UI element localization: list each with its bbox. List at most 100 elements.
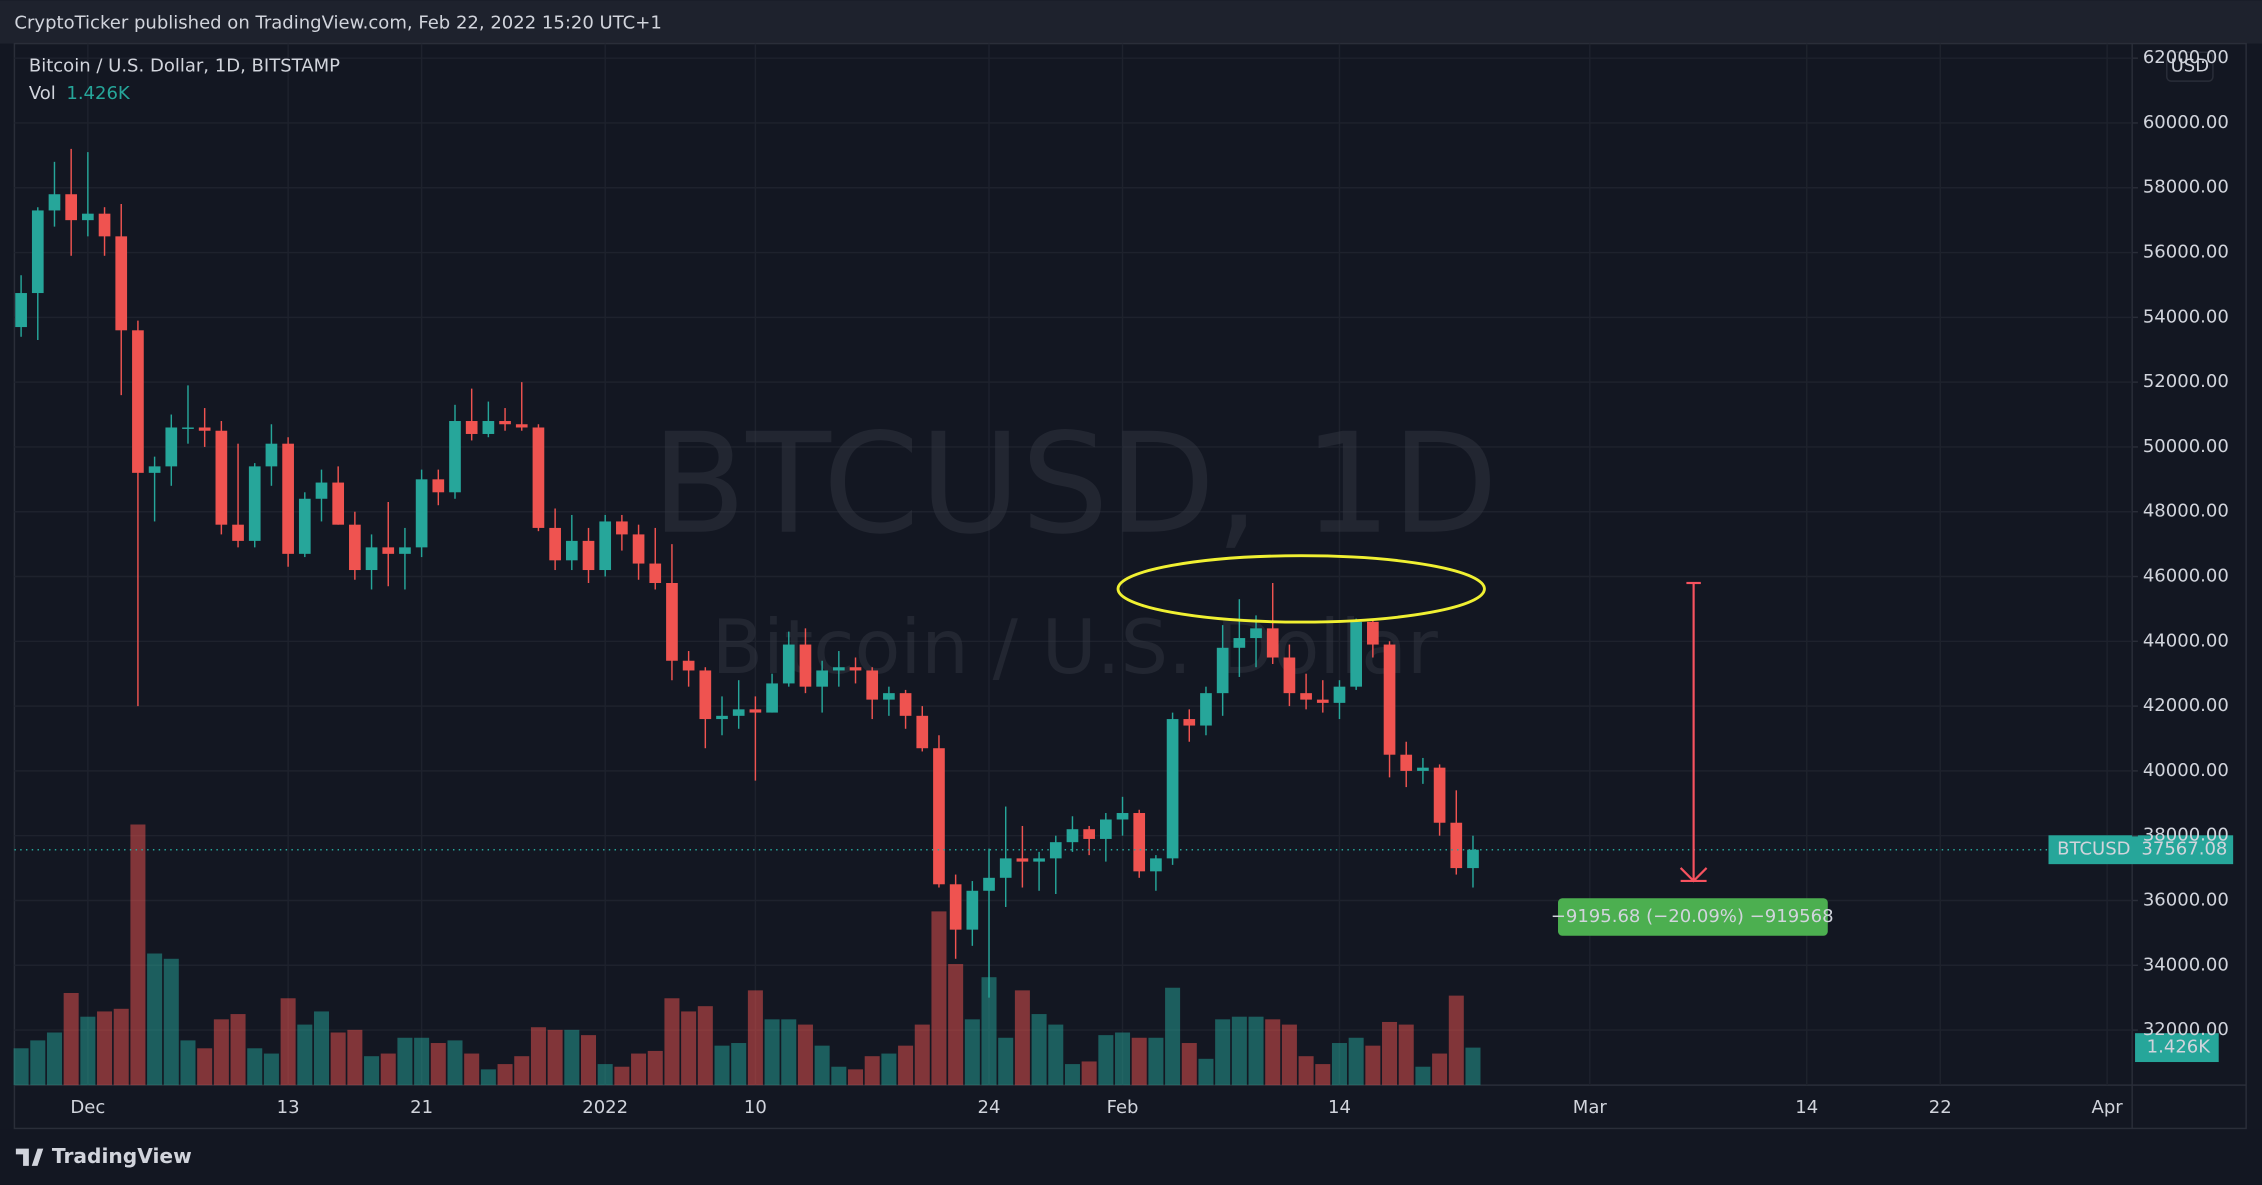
volume-bar bbox=[1432, 1053, 1448, 1086]
volume-bar bbox=[914, 1024, 930, 1086]
candle-body bbox=[616, 521, 628, 535]
candle-body bbox=[265, 443, 278, 467]
volume-bar bbox=[147, 953, 163, 1086]
volume-bar bbox=[514, 1056, 530, 1086]
candle-body bbox=[165, 427, 178, 467]
candle-body bbox=[565, 540, 578, 561]
x-tick-label: 10 bbox=[744, 1097, 767, 1118]
candle-body bbox=[415, 479, 428, 548]
candle-body bbox=[1333, 686, 1346, 703]
x-tick-label: Feb bbox=[1107, 1097, 1139, 1118]
volume-bar bbox=[1398, 1024, 1414, 1086]
volume-bar bbox=[998, 1037, 1014, 1086]
volume-bar bbox=[1448, 995, 1464, 1086]
x-tick-label: 14 bbox=[1795, 1097, 1818, 1118]
volume-bar bbox=[380, 1053, 396, 1086]
volume-bar bbox=[447, 1040, 463, 1086]
candle-body bbox=[1283, 657, 1296, 694]
candle-body bbox=[82, 213, 94, 221]
volume-bar bbox=[247, 1048, 263, 1086]
volume-bar bbox=[564, 1029, 580, 1086]
volume-bar bbox=[881, 1053, 897, 1086]
candle-body bbox=[1266, 628, 1279, 658]
candle-body bbox=[916, 715, 929, 749]
volume-bar bbox=[1165, 987, 1181, 1086]
candle-body bbox=[98, 213, 111, 237]
candle-body bbox=[1083, 829, 1095, 839]
candle-body bbox=[332, 482, 345, 525]
volume-bar bbox=[130, 824, 146, 1086]
volume-bar bbox=[1181, 1043, 1197, 1086]
candle-body bbox=[1250, 628, 1262, 639]
logo-text: TradingView bbox=[52, 1144, 192, 1168]
candle-body bbox=[515, 424, 528, 428]
volume-bar bbox=[46, 1032, 62, 1086]
volume-bar bbox=[313, 1011, 329, 1086]
candle-body bbox=[766, 683, 778, 713]
volume-bar bbox=[681, 1011, 697, 1086]
price-tag-bg bbox=[2048, 835, 2234, 865]
candle-body bbox=[248, 466, 261, 541]
volume-bar bbox=[63, 993, 79, 1086]
x-tick-label: 21 bbox=[410, 1097, 433, 1118]
overlay: BTCUSD 37567.08 1.426K USD −9195.68 (−20.09%… bbox=[14, 51, 2234, 1063]
volume-bar bbox=[414, 1037, 430, 1086]
y-tick-label: 54000.00 bbox=[2143, 306, 2229, 327]
volume-bar bbox=[1315, 1064, 1331, 1086]
volume-bar bbox=[497, 1064, 513, 1086]
volume-bar bbox=[731, 1043, 747, 1086]
candle-body bbox=[799, 644, 812, 687]
volume-bar bbox=[797, 1024, 813, 1086]
candle-body bbox=[1316, 699, 1329, 703]
volume-bar bbox=[1098, 1035, 1114, 1086]
candle-body bbox=[1133, 813, 1146, 872]
candle-body bbox=[365, 547, 378, 571]
candle-body bbox=[432, 479, 445, 493]
candle-body bbox=[1016, 858, 1029, 862]
candle-body bbox=[1116, 813, 1129, 820]
volume-bar bbox=[263, 1053, 279, 1086]
volume-bar bbox=[397, 1037, 413, 1086]
volume-bar bbox=[714, 1045, 730, 1086]
volume-bar bbox=[480, 1069, 496, 1086]
candle-body bbox=[1233, 638, 1246, 648]
volume-bar bbox=[280, 998, 296, 1086]
currency-box bbox=[2166, 51, 2214, 82]
x-tick-label: 13 bbox=[277, 1097, 300, 1118]
candle-body bbox=[1417, 767, 1429, 771]
candle-body bbox=[1467, 849, 1479, 869]
volume-bar bbox=[1215, 1019, 1231, 1086]
candle-body bbox=[1433, 767, 1446, 823]
measure-arrowhead bbox=[1679, 867, 1708, 883]
volume-bar bbox=[631, 1053, 647, 1086]
volume-bar bbox=[113, 1008, 129, 1086]
chart-title: Bitcoin / U.S. Dollar, 1D, BITSTAMP bbox=[29, 56, 340, 77]
volume-bar bbox=[464, 1053, 480, 1086]
y-tick-label: 62000.00 bbox=[2143, 47, 2229, 68]
highlight-ellipse bbox=[1116, 554, 1486, 624]
volume-bar bbox=[764, 1019, 780, 1086]
volume-bar bbox=[1031, 1014, 1047, 1086]
volume-bar bbox=[1415, 1066, 1431, 1086]
y-tick-label: 52000.00 bbox=[2143, 371, 2229, 392]
candle-body bbox=[215, 430, 228, 525]
volume-bar bbox=[1115, 1032, 1131, 1086]
volume-bar bbox=[1382, 1021, 1398, 1086]
candle-body bbox=[1383, 644, 1396, 755]
candle-body bbox=[966, 890, 979, 930]
candle-body bbox=[482, 421, 495, 434]
volume-bar bbox=[1465, 1047, 1481, 1086]
volume-pane bbox=[13, 824, 1481, 1086]
candle-body bbox=[1166, 719, 1179, 859]
candle-body bbox=[782, 644, 795, 684]
header-bar bbox=[0, 0, 2262, 44]
volume-bar bbox=[964, 1019, 980, 1086]
candle-body bbox=[832, 667, 845, 671]
candle-body bbox=[1400, 754, 1413, 771]
volume-bar bbox=[1265, 1019, 1281, 1086]
candle-body bbox=[749, 709, 762, 713]
candle-body bbox=[899, 693, 912, 716]
candle-body bbox=[599, 521, 612, 571]
price-tag-symbol: BTCUSD bbox=[2057, 839, 2130, 860]
